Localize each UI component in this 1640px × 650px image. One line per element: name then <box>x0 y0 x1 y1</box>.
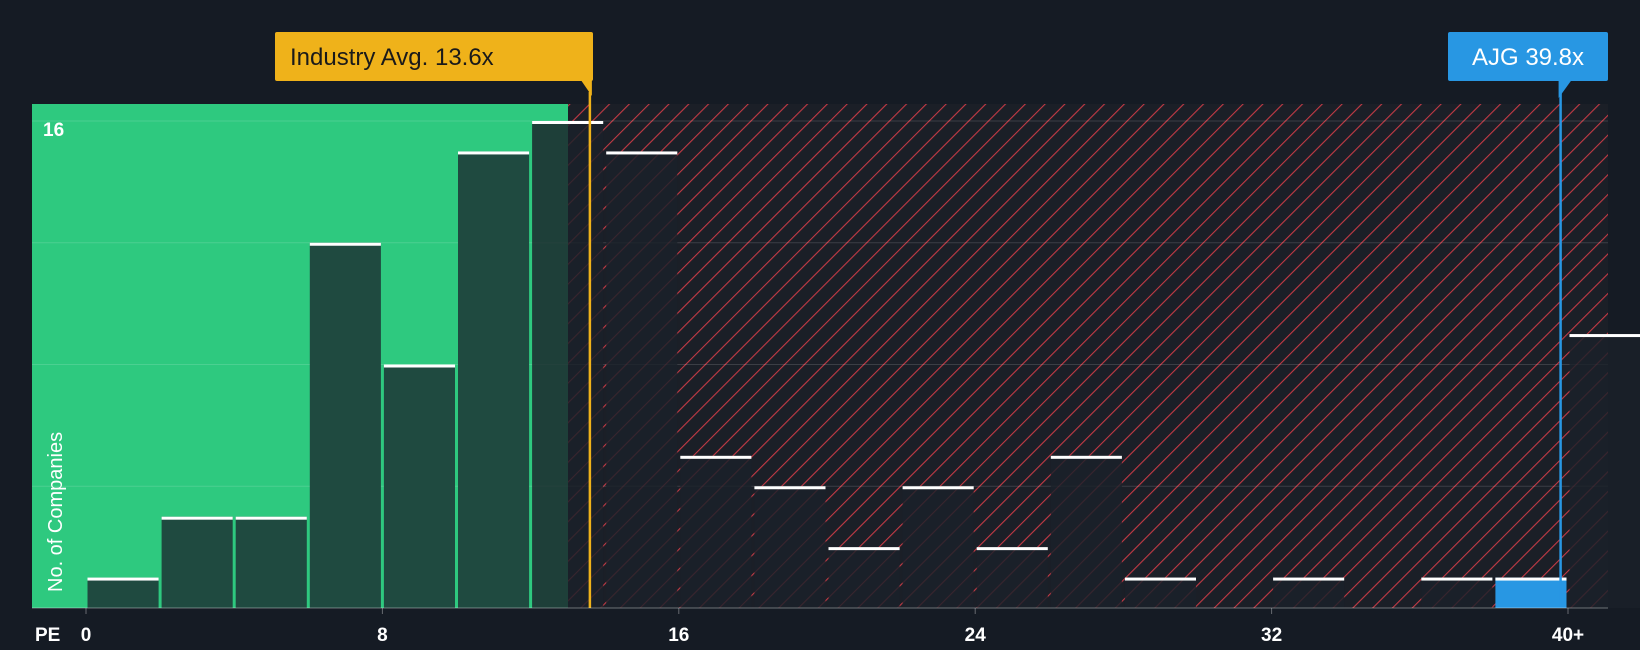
histogram-bar-cap <box>902 486 974 490</box>
histogram-bar-cap <box>161 516 233 520</box>
histogram-bar-cap <box>1569 334 1640 338</box>
industry-avg-callout-pointer <box>580 80 592 96</box>
histogram-bar-cap <box>1124 577 1196 581</box>
histogram-bar <box>1124 577 1196 608</box>
histogram-bar <box>458 151 530 608</box>
histogram-bar <box>1495 577 1567 608</box>
histogram-bar <box>87 577 159 608</box>
industry-avg-callout <box>275 32 593 81</box>
histogram-bar <box>309 242 381 608</box>
x-tick-label: 24 <box>965 625 987 646</box>
histogram-bar <box>828 547 900 608</box>
histogram-bar-cap <box>828 547 900 551</box>
histogram-bar <box>1273 577 1345 608</box>
x-tick-label: 40+ <box>1552 625 1584 646</box>
histogram-bar-cap <box>1050 455 1122 459</box>
histogram-bar <box>606 151 678 608</box>
industry-avg-label: Industry Avg. 13.6x <box>290 44 494 71</box>
x-axis-label: PE <box>35 625 60 646</box>
histogram-bar <box>383 364 455 608</box>
company-pe-callout-pointer <box>1558 80 1572 98</box>
histogram-bar <box>1569 334 1640 608</box>
x-tick-label: 32 <box>1261 625 1282 646</box>
histogram-bar-cap <box>1421 577 1493 581</box>
histogram-bar-cap <box>680 455 752 459</box>
histogram-bar-cap <box>606 151 678 155</box>
histogram-bar-cap <box>1273 577 1345 581</box>
histogram-bar-cap <box>458 151 530 155</box>
company-pe-label: AJG 39.8x <box>1472 44 1584 71</box>
histogram-bar <box>680 455 752 608</box>
histogram-bar-cap <box>235 516 307 520</box>
histogram-bar-cap <box>87 577 159 581</box>
histogram-bar <box>532 121 604 608</box>
histogram-bar-cap <box>976 547 1048 551</box>
company-pe-callout <box>1448 32 1608 81</box>
histogram-bar-cap <box>309 242 381 246</box>
histogram-bar <box>976 547 1048 608</box>
histogram-bar <box>754 486 826 608</box>
histogram-bar-cap <box>1495 577 1567 581</box>
histogram-bar-cap <box>383 364 455 368</box>
histogram-bar-cap <box>532 121 604 124</box>
histogram-bar <box>1421 577 1493 608</box>
histogram-bar <box>235 516 307 608</box>
y-axis-label: No. of Companies <box>45 432 67 592</box>
histogram-bar <box>902 486 974 608</box>
x-tick-label: 16 <box>668 625 689 646</box>
x-tick-label: 0 <box>81 625 92 646</box>
x-tick-label: 8 <box>377 625 388 646</box>
histogram-bar-cap <box>754 486 826 490</box>
histogram-bar <box>161 516 233 608</box>
histogram-bar <box>1050 455 1122 608</box>
y-tick-label: 16 <box>43 120 64 141</box>
